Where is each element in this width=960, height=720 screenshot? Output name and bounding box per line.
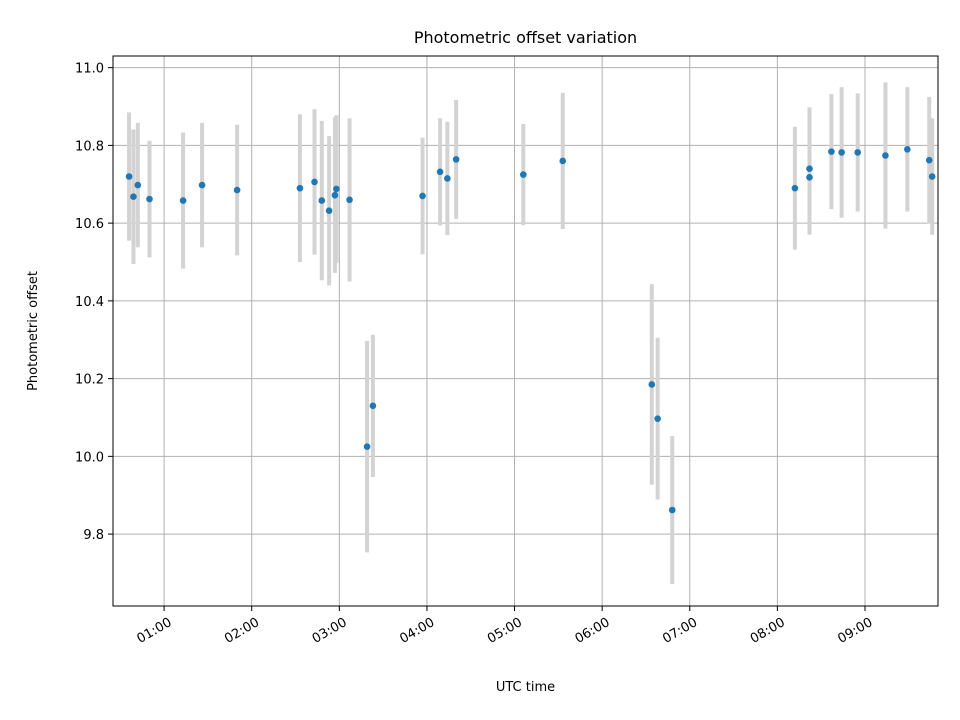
data-point — [882, 152, 889, 159]
data-point — [363, 443, 371, 450]
data-point — [331, 191, 339, 199]
data-points — [125, 145, 936, 514]
data-point — [452, 156, 460, 163]
data-point — [854, 149, 861, 156]
data-point — [559, 157, 567, 165]
data-point — [146, 195, 153, 203]
x-tick-label: 08:00 — [748, 615, 788, 647]
y-axis-ticks: 9.8 10.0 10.2 10.4 10.6 10.8 11.0 — [75, 62, 113, 543]
x-axis-ticks: 01:00 02:00 03:00 04:00 05:00 06:00 07:00 08:00… — [135, 606, 875, 647]
y-tick-label: 10.2 — [75, 373, 104, 388]
chart-title: Photometric offset variation — [414, 28, 637, 47]
data-point — [520, 171, 527, 178]
data-point — [318, 197, 326, 204]
y-tick-label: 11.0 — [75, 62, 104, 77]
data-point — [125, 173, 133, 180]
y-tick-label: 10.4 — [75, 295, 104, 310]
data-point — [436, 168, 444, 176]
data-point — [311, 178, 318, 186]
x-tick-label: 09:00 — [835, 615, 875, 647]
y-tick-label: 9.8 — [83, 528, 104, 543]
grid-lines — [113, 56, 938, 606]
x-tick-label: 05:00 — [485, 615, 525, 647]
y-tick-label: 10.0 — [75, 450, 104, 465]
data-point — [668, 506, 676, 514]
x-tick-label: 01:00 — [135, 615, 175, 647]
data-point — [838, 149, 845, 156]
x-tick-label: 04:00 — [397, 615, 437, 647]
y-tick-label: 10.8 — [75, 139, 104, 154]
data-point — [333, 185, 340, 193]
data-point — [369, 402, 377, 410]
x-axis-label: UTC time — [496, 680, 555, 695]
y-tick-label: 10.6 — [75, 217, 104, 232]
data-point — [134, 181, 142, 189]
data-point — [654, 415, 661, 422]
data-point — [791, 184, 799, 192]
error-bars — [127, 82, 935, 584]
data-point — [130, 193, 137, 201]
data-point — [806, 165, 813, 173]
data-point — [198, 181, 206, 189]
data-point — [296, 184, 304, 192]
data-point — [648, 381, 656, 388]
data-point — [419, 192, 426, 200]
data-point — [928, 173, 936, 180]
data-point — [179, 197, 187, 204]
data-point — [346, 196, 353, 204]
data-point — [904, 145, 911, 153]
data-point — [925, 156, 933, 164]
data-point — [325, 207, 333, 214]
data-point — [806, 173, 813, 181]
data-point — [828, 148, 835, 155]
y-axis-label: Photometric offset — [26, 271, 41, 391]
x-tick-label: 02:00 — [222, 615, 262, 647]
x-tick-label: 03:00 — [310, 615, 350, 647]
data-point — [444, 175, 451, 182]
plot-frame — [112, 55, 939, 607]
x-tick-label: 06:00 — [573, 615, 613, 647]
x-tick-label: 07:00 — [660, 615, 700, 647]
data-point — [233, 186, 241, 194]
